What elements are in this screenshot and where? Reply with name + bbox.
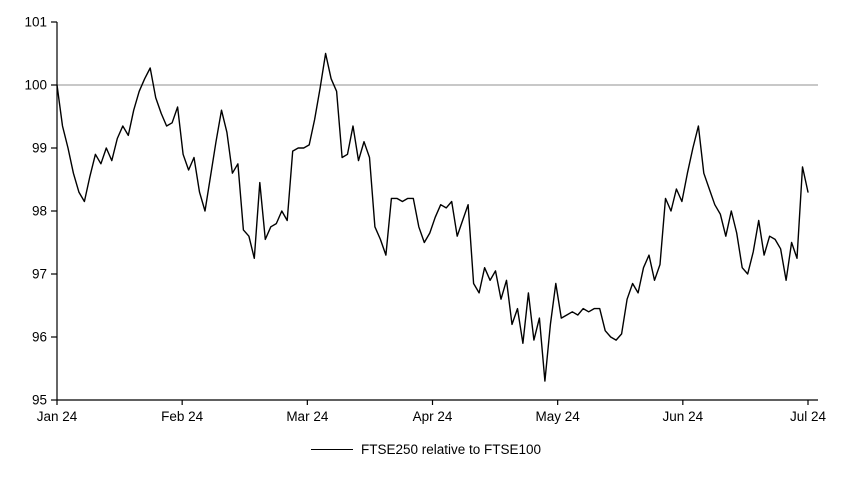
x-tick-label: Mar 24: [286, 409, 329, 424]
chart-legend: FTSE250 relative to FTSE100: [0, 442, 852, 457]
series-line-ftse250-relative: [56, 52, 809, 382]
y-tick-label: 99: [32, 141, 47, 156]
y-tick-label: 97: [32, 267, 47, 282]
x-tick-label: Jun 24: [663, 409, 704, 424]
x-tick-label: May 24: [536, 409, 581, 424]
y-tick-label: 98: [32, 204, 47, 219]
x-tick-label: Jan 24: [37, 409, 78, 424]
y-tick-label: 100: [24, 78, 47, 93]
y-tick-label: 95: [32, 393, 47, 408]
line-chart-canvas: 95 96 97 98 99 100 101 Jan 24 Feb 24 Mar 24 Apr 24…: [24, 15, 827, 425]
x-tick-label: Apr 24: [413, 409, 453, 424]
x-tick-label: Jul 24: [790, 409, 827, 424]
legend-line-swatch: [310, 449, 353, 450]
legend-series-label: FTSE250 relative to FTSE100: [360, 442, 542, 457]
y-tick-label: 101: [24, 15, 47, 30]
y-tick-label: 96: [32, 330, 47, 345]
x-tick-label: Feb 24: [161, 409, 204, 424]
